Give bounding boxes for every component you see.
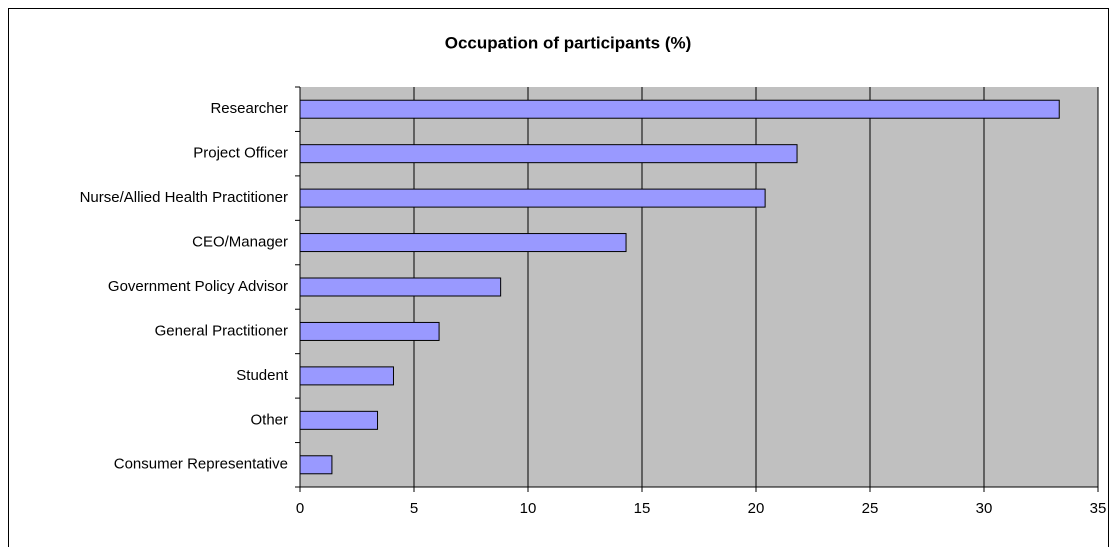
y-tick-label: Consumer Representative (114, 456, 288, 473)
bar (299, 233, 627, 253)
x-tick-label: 15 (634, 500, 651, 517)
bar (299, 277, 502, 297)
y-tick-label: Researcher (210, 100, 288, 117)
bar (299, 321, 440, 341)
y-tick-label: Nurse/Allied Health Practitioner (80, 189, 288, 206)
bar (299, 366, 394, 386)
x-tick-label: 20 (748, 500, 765, 517)
bar (299, 144, 798, 164)
y-tick-label: Other (250, 411, 288, 428)
x-tick-label: 10 (520, 500, 537, 517)
bar (299, 410, 379, 430)
bar (299, 188, 766, 208)
x-tick-label: 25 (862, 500, 879, 517)
chart-title: Occupation of participants (%) (445, 33, 692, 52)
x-tick-label: 30 (976, 500, 993, 517)
x-tick-label: 35 (1090, 500, 1107, 517)
x-tick-label: 5 (410, 500, 418, 517)
bar (299, 455, 333, 475)
y-tick-label: General Practitioner (155, 322, 288, 339)
y-tick-label: Government Policy Advisor (108, 278, 288, 295)
x-tick-label: 0 (296, 500, 304, 517)
y-tick-label: CEO/Manager (192, 234, 288, 251)
bar (299, 99, 1060, 119)
y-tick-label: Student (236, 367, 289, 384)
y-tick-label: Project Officer (193, 145, 288, 162)
